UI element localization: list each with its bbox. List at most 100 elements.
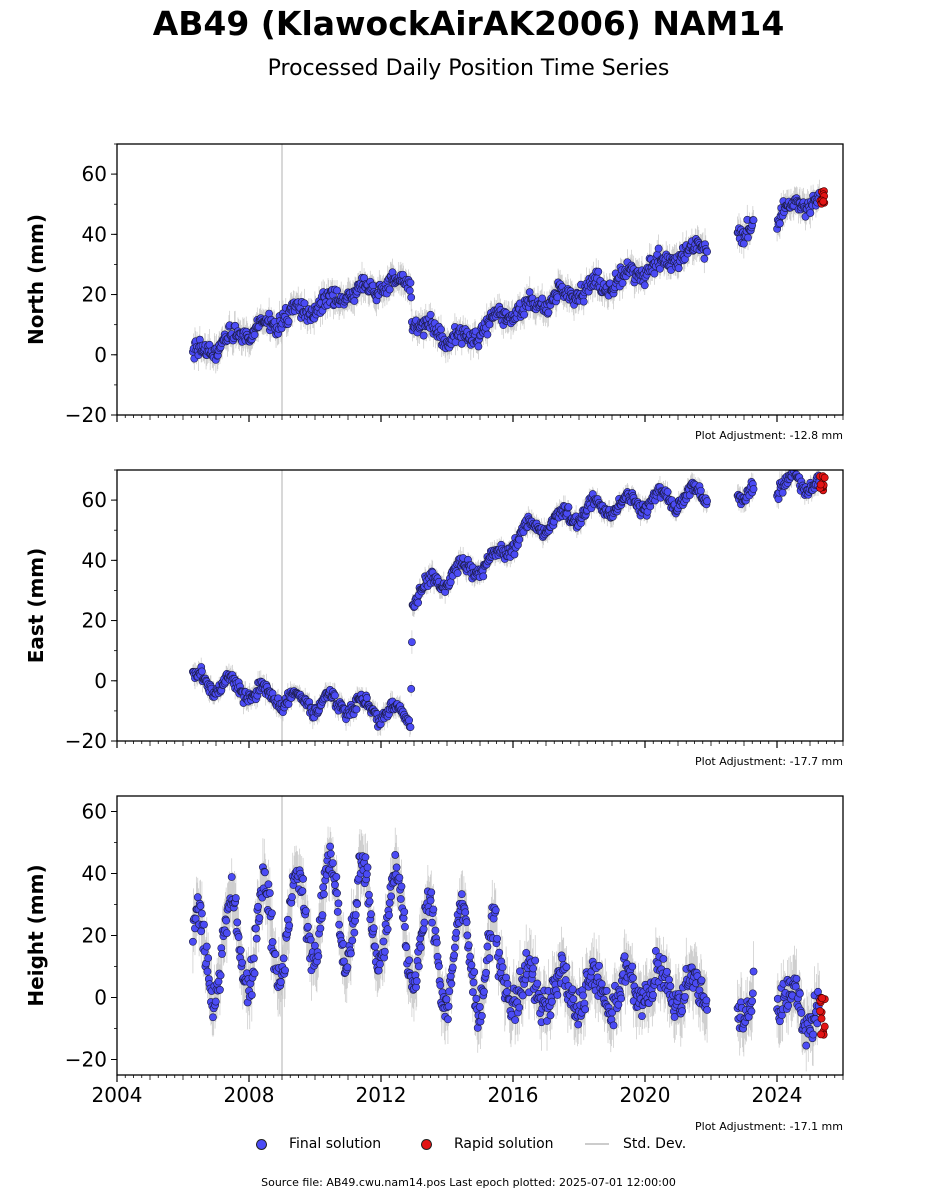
y-tick-label: 0 [94,669,107,693]
rapid-point [816,480,825,489]
final-point [374,966,383,975]
final-point [331,691,339,700]
final-point [319,890,328,899]
final-point [250,330,259,339]
final-point [427,888,436,897]
final-point [203,967,212,976]
final-point [407,684,416,693]
plot-frame [116,469,844,742]
final-point [281,966,289,975]
final-point [450,943,459,952]
final-point [510,550,519,559]
final-point [538,294,547,303]
final-point [400,907,409,916]
final-point [191,914,200,923]
final-point [252,924,260,933]
final-point [271,950,280,958]
final-point [569,995,578,1003]
final-point [391,851,400,859]
final-point [412,977,421,985]
final-point [200,920,208,929]
final-point [402,943,411,952]
final-point [247,991,256,999]
final-point [446,578,455,587]
final-point [216,985,224,994]
final-point [419,925,428,933]
final-point [365,897,374,906]
final-point [778,488,787,497]
final-point [383,925,392,934]
plot-adjustment-note: Plot Adjustment: -12.8 mm [695,429,843,442]
final-point [197,927,206,936]
final-point [350,297,359,305]
final-point [406,278,415,287]
final-point [594,267,603,276]
final-point [371,942,380,951]
final-point [452,928,461,937]
final-point [385,285,394,294]
final-point [380,947,389,956]
final-point [574,1020,583,1029]
final-point [511,1016,520,1024]
final-point [437,325,445,334]
final-point [703,497,712,506]
final-point [479,572,488,581]
final-point [238,958,247,967]
final-point [405,286,414,295]
y-axis-label: North (mm) [24,214,48,345]
final-point [581,1005,590,1014]
final-point [544,308,553,317]
final-point [347,949,355,958]
final-point [285,921,294,930]
final-point [436,981,445,990]
final-point [299,875,307,883]
final-point [464,941,473,950]
final-point [529,964,538,973]
final-point [334,899,343,908]
series-rapid [816,472,829,495]
final-point [483,942,492,951]
y-axis-label: East (mm) [24,548,48,664]
final-point [333,907,342,916]
final-point [279,954,288,963]
final-point [211,997,220,1006]
final-point [432,938,441,947]
final-point [268,909,276,918]
final-point [300,299,309,308]
final-point [491,906,500,915]
stddev-bars [192,179,820,374]
final-point [316,924,325,933]
final-point [392,863,401,872]
final-point [696,486,705,495]
final-point [468,988,477,997]
final-point [618,279,627,288]
final-point [475,1003,484,1011]
plot-frame [116,143,844,416]
final-point [553,991,562,999]
final-point [318,911,327,920]
final-point [362,694,371,702]
y-tick-label: 40 [82,548,107,572]
final-point [252,934,261,943]
final-point [482,968,490,977]
final-point [254,902,262,911]
final-point [406,723,415,732]
final-point [361,853,370,862]
final-point [520,310,529,319]
final-point [326,849,335,858]
final-point [319,883,328,892]
final-point [463,931,472,940]
final-point [470,968,479,976]
final-point [249,954,258,963]
final-point [445,987,454,996]
plot-adjustment-note: Plot Adjustment: -17.7 mm [695,755,843,768]
stddev-bars [192,826,820,1072]
final-point [353,900,362,908]
final-point [343,963,352,972]
final-point [531,956,540,965]
final-point [335,920,344,929]
final-point [407,638,416,646]
final-point [749,485,758,493]
final-point [352,705,361,714]
